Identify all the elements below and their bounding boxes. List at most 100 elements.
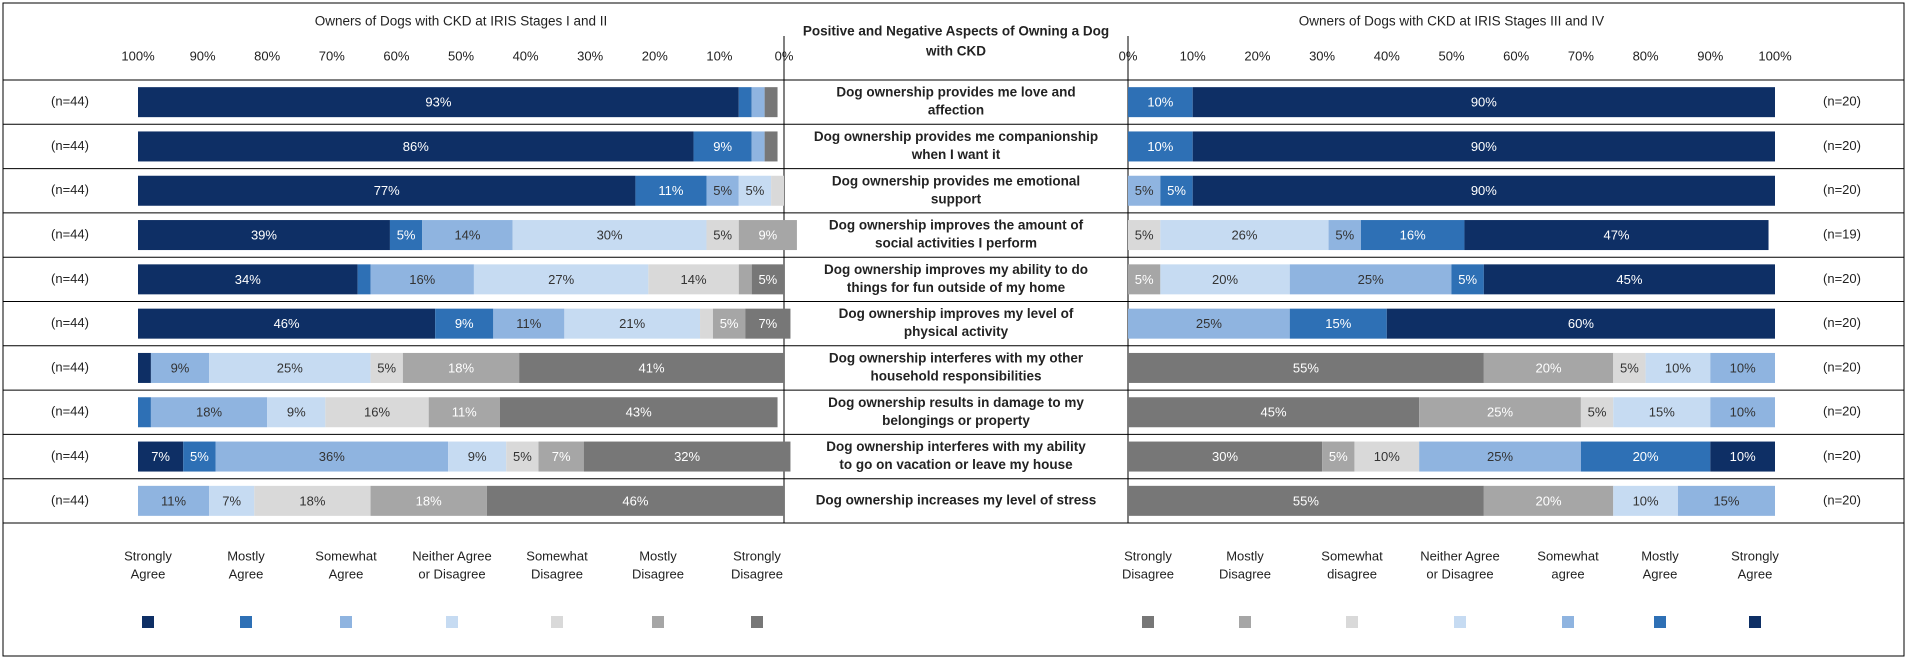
left-n-label: (n=44): [51, 448, 89, 463]
left-bar-segment: [215, 441, 449, 472]
right-bar-label: 10%: [1633, 493, 1659, 508]
left-bar-segment: [473, 264, 649, 295]
left-bar-segment: [506, 441, 539, 472]
right-legend-label: Disagree: [1122, 566, 1174, 581]
right-bar-label: 25%: [1196, 316, 1222, 331]
right-bar-segment: [1160, 264, 1290, 295]
right-bar-segment: [1128, 175, 1161, 206]
left-bar-segment: [138, 352, 151, 383]
right-bar-segment: [1419, 397, 1581, 428]
right-bar-segment: [1613, 397, 1711, 428]
right-n-label: (n=20): [1823, 94, 1861, 109]
left-bar-segment: [751, 131, 765, 162]
right-bar-label: 5%: [1329, 449, 1348, 464]
left-bar-segment: [738, 220, 797, 251]
left-legend-label: Disagree: [731, 566, 783, 581]
left-bar-label: 5%: [720, 316, 739, 331]
right-bar-segment: [1483, 485, 1614, 516]
right-legend-label: agree: [1551, 566, 1584, 581]
right-bar-label: 25%: [1358, 272, 1384, 287]
left-legend-swatch: [751, 616, 763, 628]
left-n-label: (n=44): [51, 359, 89, 374]
right-bar-segment: [1128, 131, 1193, 162]
right-bar-segment: [1710, 352, 1775, 383]
left-bar-segment: [138, 264, 358, 295]
left-legend-label: Disagree: [632, 566, 684, 581]
right-bar-label: 55%: [1293, 360, 1319, 375]
left-bar-segment: [738, 87, 752, 118]
left-bar-segment: [738, 175, 772, 206]
left-bar-label: 5%: [513, 449, 532, 464]
right-n-label: (n=20): [1823, 315, 1861, 330]
right-axis-tick: 100%: [1758, 48, 1792, 63]
right-bar-segment: [1677, 485, 1775, 516]
left-panel-title: Owners of Dogs with CKD at IRIS Stages I…: [315, 14, 608, 29]
left-bar-label: 5%: [713, 227, 732, 242]
statement-label: Dog ownership provides me love and: [836, 85, 1075, 100]
left-bar-segment: [422, 220, 513, 251]
right-bar-label: 45%: [1616, 272, 1642, 287]
right-axis-tick: 30%: [1309, 48, 1335, 63]
right-bar-label: 15%: [1649, 405, 1675, 420]
right-bar-segment: [1613, 352, 1646, 383]
left-bar-segment: [138, 308, 436, 339]
right-legend-swatch: [1346, 616, 1358, 628]
left-n-label: (n=44): [51, 315, 89, 330]
right-legend-swatch: [1654, 616, 1666, 628]
right-bar-label: 16%: [1400, 227, 1426, 242]
right-n-label: (n=20): [1823, 359, 1861, 374]
left-bar-label: 9%: [468, 449, 487, 464]
left-bar-label: 46%: [274, 316, 300, 331]
left-legend-swatch: [551, 616, 563, 628]
statement-label: physical activity: [904, 324, 1009, 339]
left-bar-segment: [138, 87, 739, 118]
left-bar-label: 9%: [455, 316, 474, 331]
left-legend-label: Strongly: [124, 548, 172, 563]
right-bar-label: 5%: [1335, 227, 1354, 242]
right-bar-label: 10%: [1730, 449, 1756, 464]
left-bar-segment: [635, 175, 707, 206]
left-legend-label: Somewhat: [315, 548, 377, 563]
left-bar-label: 14%: [454, 227, 480, 242]
right-bar-label: 45%: [1261, 405, 1287, 420]
right-legend-swatch: [1239, 616, 1251, 628]
right-n-label: (n=20): [1823, 271, 1861, 286]
right-bar-label: 10%: [1730, 360, 1756, 375]
left-bar-label: 11%: [658, 183, 683, 198]
left-bar-segment: [751, 87, 765, 118]
left-bar-label: 14%: [681, 272, 707, 287]
right-legend-swatch: [1749, 616, 1761, 628]
right-bar-segment: [1192, 175, 1775, 206]
right-legend-label: Disagree: [1219, 566, 1271, 581]
right-axis-tick: 90%: [1697, 48, 1723, 63]
left-bar-segment: [538, 441, 584, 472]
left-bar-segment: [519, 352, 784, 383]
right-n-label: (n=19): [1823, 226, 1861, 241]
right-bar-segment: [1160, 175, 1193, 206]
right-bar-label: 47%: [1603, 227, 1629, 242]
right-n-label: (n=20): [1823, 182, 1861, 197]
right-n-label: (n=20): [1823, 404, 1861, 419]
right-bar-segment: [1360, 220, 1465, 251]
left-bar-segment: [267, 397, 326, 428]
left-bar-segment: [389, 220, 423, 251]
left-bar-segment: [150, 352, 210, 383]
left-bar-segment: [209, 352, 371, 383]
left-legend-label: Agree: [131, 566, 166, 581]
right-bar-label: 5%: [1588, 405, 1607, 420]
left-axis-tick: 40%: [513, 48, 539, 63]
right-n-label: (n=20): [1823, 492, 1861, 507]
left-n-label: (n=44): [51, 271, 89, 286]
right-bar-label: 5%: [1458, 272, 1477, 287]
left-bar-label: 7%: [758, 316, 777, 331]
right-bar-label: 55%: [1293, 493, 1319, 508]
left-bar-label: 41%: [639, 360, 665, 375]
left-legend-swatch: [240, 616, 252, 628]
right-legend-swatch: [1142, 616, 1154, 628]
right-bar-label: 15%: [1713, 493, 1739, 508]
left-bar-segment: [583, 441, 791, 472]
right-n-label: (n=20): [1823, 138, 1861, 153]
right-bar-segment: [1128, 220, 1161, 251]
